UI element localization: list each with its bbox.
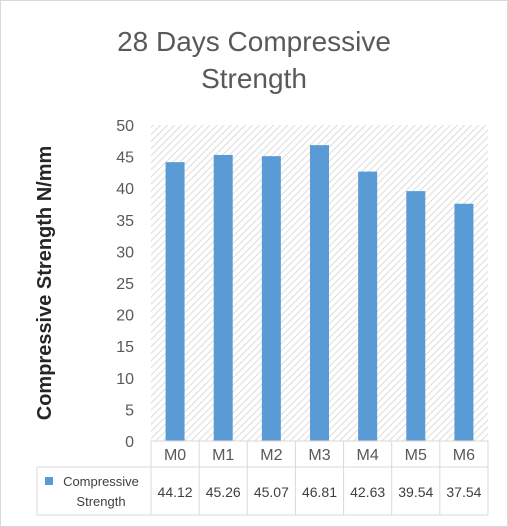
bars	[165, 145, 474, 442]
bar	[406, 191, 426, 441]
x-tick-label: M6	[453, 447, 475, 464]
bar	[358, 171, 378, 441]
y-tick-label: 15	[116, 339, 134, 356]
data-table-value: 45.26	[206, 484, 241, 500]
x-tick-label: M2	[260, 447, 282, 464]
y-tick-label: 30	[116, 244, 134, 261]
data-table: M0 44.12 M1 45.26 M2 45.07 M3 46.81 M4 42.63 M5 39.…	[36, 440, 489, 516]
y-tick-label: 50	[116, 118, 134, 135]
x-tick-label: M1	[212, 447, 234, 464]
bar	[213, 154, 233, 442]
y-tick-label: 20	[116, 308, 134, 325]
legend-label: Compressive	[63, 474, 139, 489]
chart-title-line1: 28 Days Compressive	[117, 26, 391, 57]
x-tick-label: M3	[308, 447, 330, 464]
y-tick-label: 5	[125, 402, 134, 419]
bar	[454, 203, 474, 441]
data-table-value: 39.54	[398, 484, 433, 500]
y-tick-label: 35	[116, 213, 134, 230]
y-tick-label: 0	[125, 434, 134, 451]
bar	[261, 156, 281, 441]
y-tick-label: 40	[116, 181, 134, 198]
y-axis-label: Compressive Strength N/mm	[34, 146, 56, 421]
data-table-value: 44.12	[158, 484, 193, 500]
data-table-value: 42.63	[350, 484, 385, 500]
data-table-value: 37.54	[446, 484, 481, 500]
legend-swatch	[45, 477, 53, 485]
y-tick-label: 45	[116, 150, 134, 167]
data-table-value: 46.81	[302, 484, 337, 500]
legend-label: Strength	[76, 494, 125, 509]
x-tick-label: M5	[405, 447, 427, 464]
x-tick-label: M0	[164, 447, 186, 464]
y-axis-ticks: 0 5 10 15 20 25 30 35 40 45 50	[116, 118, 134, 451]
chart-title-line2: Strength	[201, 63, 307, 94]
x-tick-label: M4	[357, 447, 379, 464]
y-tick-label: 10	[116, 371, 134, 388]
y-tick-label: 25	[116, 276, 134, 293]
bar	[310, 145, 329, 441]
data-table-value: 45.07	[254, 484, 289, 500]
bar	[165, 162, 185, 441]
